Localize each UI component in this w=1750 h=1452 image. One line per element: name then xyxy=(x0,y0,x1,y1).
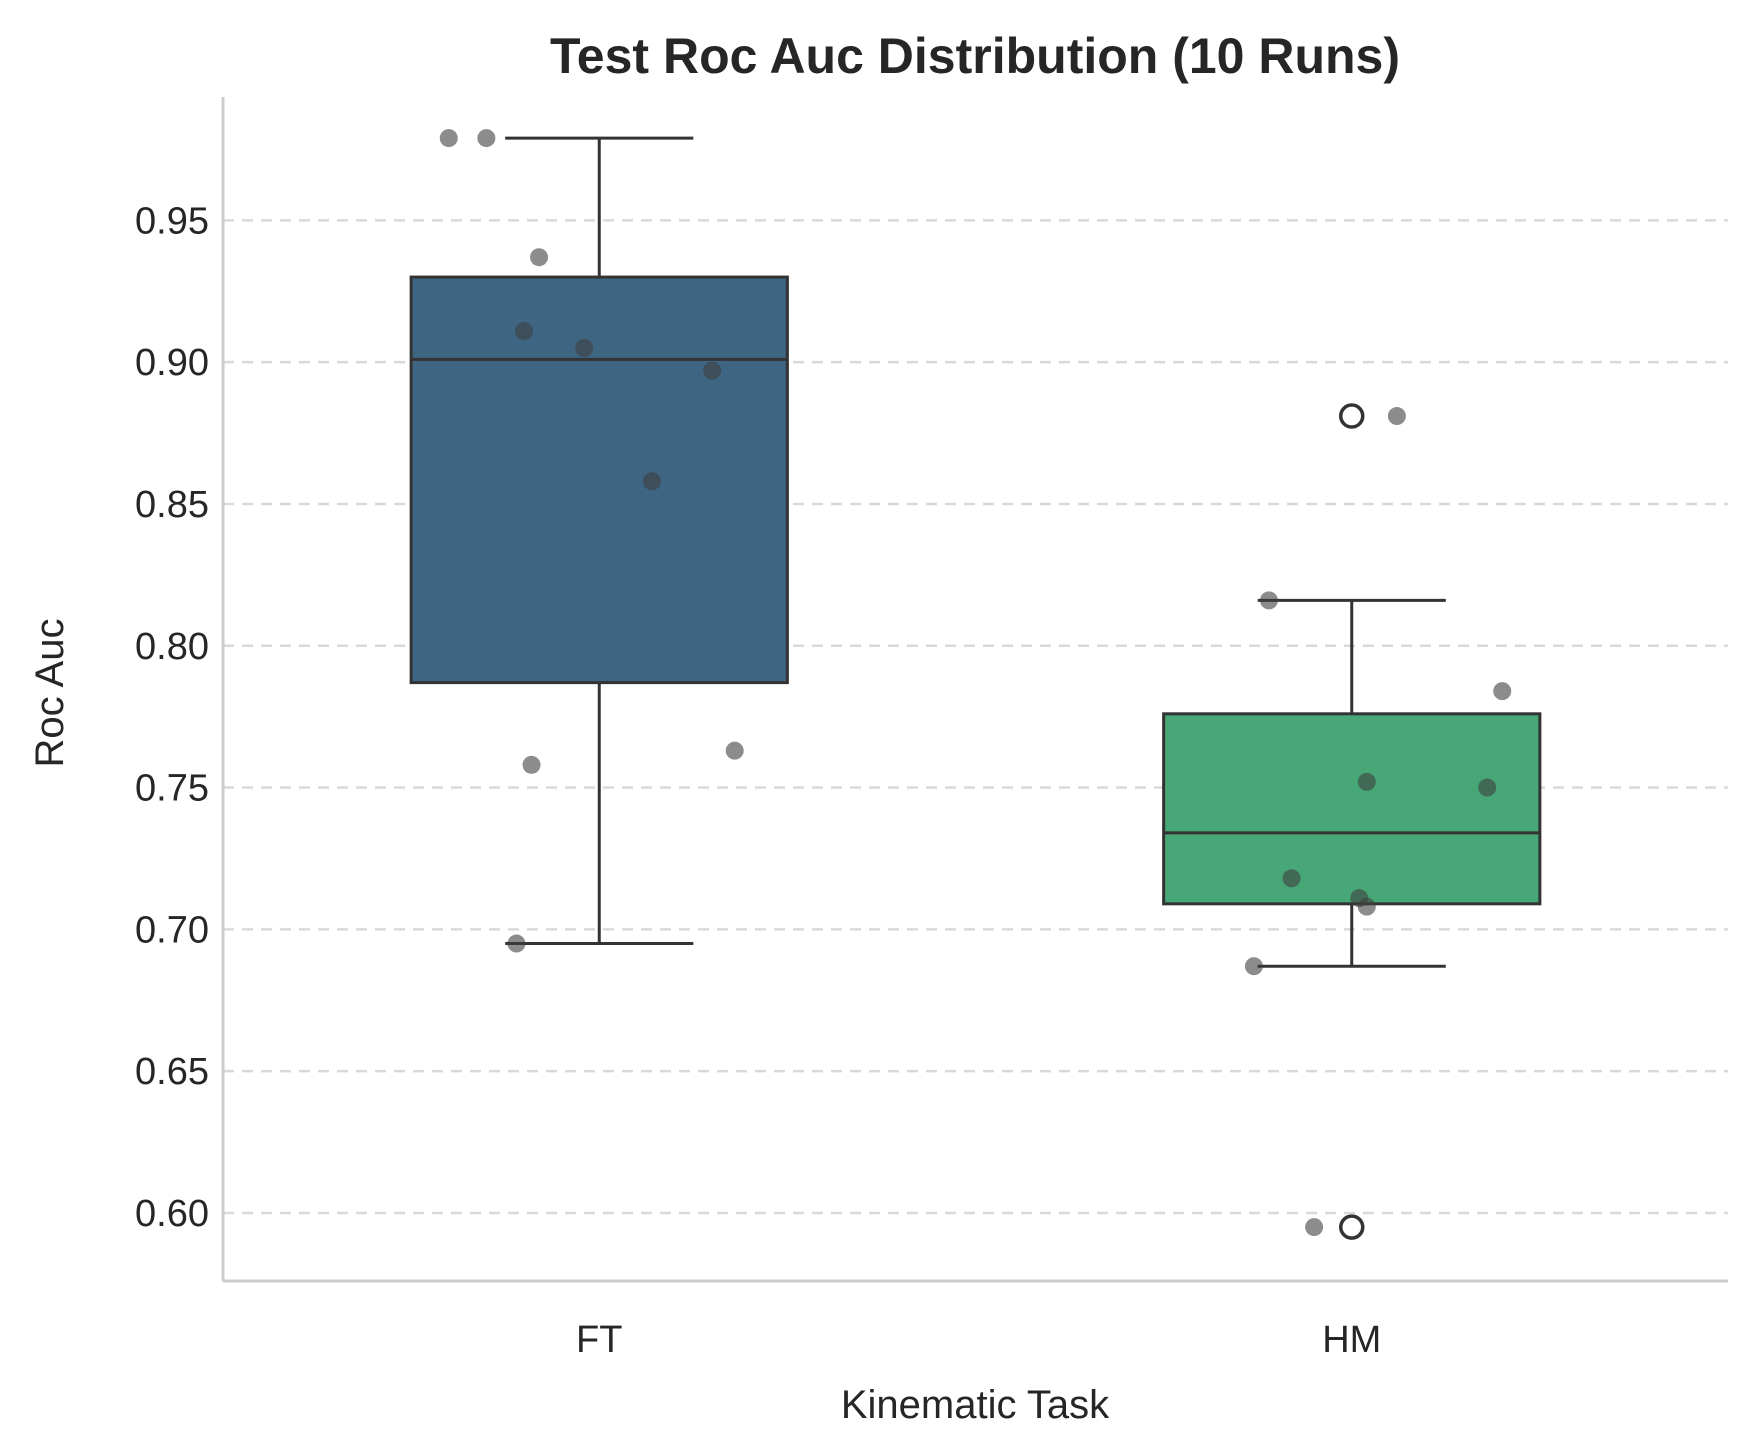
data-point xyxy=(1244,957,1263,976)
boxes xyxy=(409,136,1542,968)
y-tick-label: 0.95 xyxy=(135,200,209,242)
outlier-marker xyxy=(1339,1214,1365,1240)
data-point xyxy=(1282,869,1301,888)
data-point xyxy=(1478,778,1497,797)
x-tick-label: HM xyxy=(1322,1319,1381,1361)
data-point xyxy=(725,741,744,760)
data-point xyxy=(1387,407,1406,426)
y-tick-label: 0.65 xyxy=(135,1051,209,1093)
data-point xyxy=(703,361,722,380)
y-tick-label: 0.60 xyxy=(135,1193,209,1235)
data-point xyxy=(1259,591,1278,610)
y-tick-label: 0.80 xyxy=(135,626,209,668)
data-point xyxy=(522,755,541,774)
data-point xyxy=(1357,772,1376,791)
y-axis-label: Roc Auc xyxy=(28,619,72,768)
box-group xyxy=(1162,598,1542,968)
data-points xyxy=(439,129,1512,1240)
data-point xyxy=(575,338,594,357)
data-point xyxy=(1357,897,1376,916)
y-tick-label: 0.70 xyxy=(135,909,209,951)
data-point xyxy=(642,472,661,491)
data-point xyxy=(530,248,549,267)
data-point xyxy=(1305,1218,1324,1237)
x-axis-label: Kinematic Task xyxy=(841,1383,1110,1427)
outlier-marker xyxy=(1339,403,1365,429)
axes xyxy=(221,97,1728,1283)
box-group xyxy=(409,136,789,946)
data-point xyxy=(515,321,533,340)
data-point xyxy=(439,129,458,148)
box-iqr xyxy=(409,275,789,685)
y-tick-label: 0.85 xyxy=(135,484,209,526)
box-iqr xyxy=(1162,712,1542,906)
chart-title: Test Roc Auc Distribution (10 Runs) xyxy=(550,28,1400,84)
data-point xyxy=(477,129,496,148)
y-tick-label: 0.75 xyxy=(135,768,209,810)
data-point xyxy=(1493,682,1512,701)
tick-labels: 0.60 0.65 0.70 0.75 0.80 0.85 0.90 0.95 FT HM xyxy=(135,200,1381,1361)
x-tick-label: FT xyxy=(576,1319,622,1361)
data-point xyxy=(507,934,526,953)
y-tick-label: 0.90 xyxy=(135,342,209,384)
